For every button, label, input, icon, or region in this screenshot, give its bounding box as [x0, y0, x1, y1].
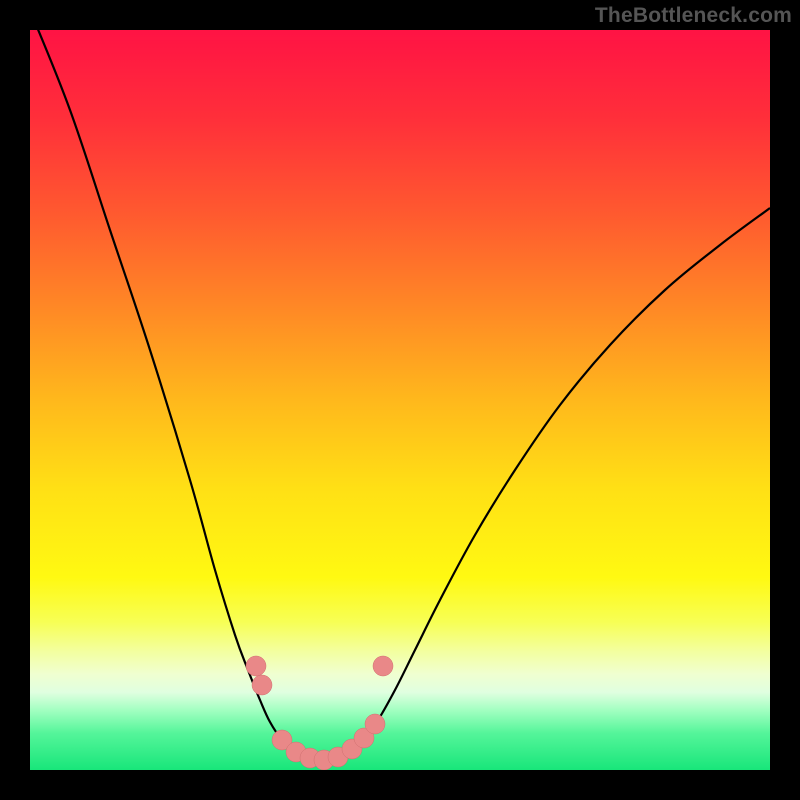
data-marker	[373, 656, 393, 676]
data-marker	[365, 714, 385, 734]
gradient-background	[30, 30, 770, 770]
watermark-text: TheBottleneck.com	[595, 4, 792, 28]
chart-svg	[30, 30, 770, 770]
plot-area	[30, 30, 770, 770]
data-marker	[246, 656, 266, 676]
data-marker	[252, 675, 272, 695]
chart-frame: TheBottleneck.com	[0, 0, 800, 800]
